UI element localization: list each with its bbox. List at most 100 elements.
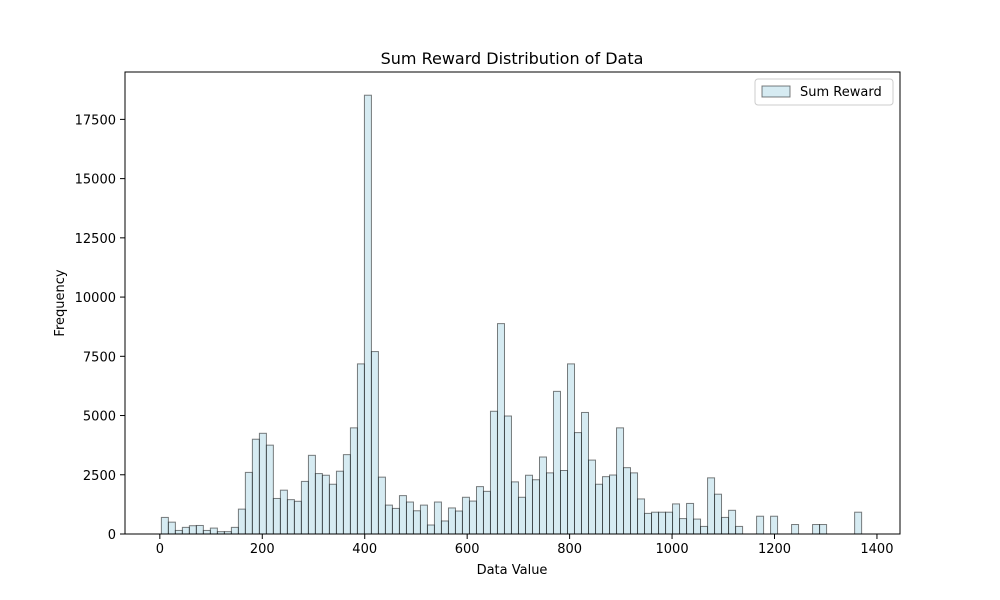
histogram-bar	[791, 524, 800, 535]
histogram-bar	[552, 390, 561, 535]
histogram-bar	[581, 411, 589, 535]
plot-frame	[124, 71, 901, 535]
histogram-bar	[665, 511, 674, 535]
histogram-bar	[510, 481, 519, 535]
histogram-bar	[770, 515, 779, 535]
histogram-bar	[293, 500, 302, 535]
histogram-bar	[321, 474, 330, 535]
histogram-bar	[573, 432, 582, 535]
x-axis-label: Data Value	[477, 563, 548, 578]
histogram-bar	[412, 510, 421, 535]
histogram-bar	[658, 511, 667, 535]
histogram-bar	[538, 456, 547, 535]
histogram-bar	[475, 486, 484, 535]
histogram-bar	[272, 497, 281, 535]
histogram-bar	[531, 479, 540, 535]
histogram-bar	[286, 499, 295, 535]
histogram-bar	[700, 525, 709, 535]
x-tick-label: 1000	[656, 542, 689, 557]
histogram-bar	[209, 527, 218, 535]
histogram-bar	[328, 483, 337, 535]
histogram-bar	[244, 471, 253, 535]
histogram-bar	[637, 498, 646, 535]
histogram-bar	[644, 512, 652, 535]
y-tick-label: 5000	[83, 410, 116, 425]
histogram-bar	[356, 363, 365, 535]
histogram-bar	[482, 490, 491, 535]
histogram-bar	[525, 474, 534, 535]
histogram-bar	[679, 518, 688, 535]
histogram-bar	[721, 516, 730, 535]
histogram-bar	[307, 454, 316, 535]
histogram-bar	[567, 363, 576, 535]
x-tick-label: 600	[455, 542, 480, 557]
legend: Sum Reward	[754, 78, 894, 106]
x-tick-label: 1200	[758, 542, 791, 557]
histogram-bar	[560, 470, 568, 535]
histogram-bar	[188, 525, 197, 535]
histogram-bar	[707, 477, 716, 535]
histogram-bar	[384, 504, 393, 535]
histogram-bar	[160, 516, 169, 535]
histogram-bar	[588, 459, 597, 535]
histogram-bar	[517, 496, 526, 535]
chart-title: Sum Reward Distribution of Data	[381, 49, 644, 68]
histogram-bar	[714, 493, 723, 535]
histogram-bar	[609, 474, 618, 535]
x-tick-label: 0	[156, 542, 164, 557]
histogram-bar	[693, 518, 702, 535]
histogram-bar	[489, 410, 498, 535]
histogram-bar	[595, 483, 604, 535]
x-tick-label: 1400	[860, 542, 893, 557]
histogram-bar	[167, 521, 176, 535]
y-tick-label: 10000	[75, 291, 116, 306]
histogram-bar	[623, 467, 631, 535]
histogram-bar	[440, 520, 449, 535]
histogram-bar	[854, 511, 863, 535]
histogram-bar	[546, 472, 555, 535]
histogram-bar	[230, 526, 239, 535]
histogram-bar	[602, 476, 610, 535]
histogram-bar	[461, 496, 470, 535]
y-tick-label: 0	[108, 528, 116, 543]
histogram-bar	[314, 473, 323, 535]
legend-swatch	[761, 85, 791, 98]
histogram-bar	[335, 470, 344, 535]
histogram-bar	[756, 515, 765, 535]
histogram-bar	[237, 508, 246, 535]
y-tick-label: 2500	[83, 469, 116, 484]
histogram-bar	[447, 507, 456, 535]
y-tick-label: 15000	[75, 173, 116, 188]
histogram-bar	[686, 502, 695, 535]
x-axis-ticks: 0 200 400 600 800 1000 1200 1400	[156, 534, 893, 557]
y-tick-label: 12500	[75, 232, 116, 247]
y-tick-label: 7500	[83, 350, 116, 365]
histogram-bar	[279, 489, 288, 535]
histogram-bar	[426, 524, 435, 535]
histogram-bar	[398, 495, 407, 535]
histogram-bar	[819, 524, 828, 535]
histogram-bar	[370, 351, 379, 535]
histogram-bar	[342, 454, 351, 535]
histogram-bar	[454, 510, 463, 535]
histogram-bar	[503, 415, 512, 535]
histogram-bar	[202, 529, 211, 535]
histogram-bar	[651, 511, 660, 535]
y-axis-ticks: 0 2500 5000 7500 10000 12500 15000 17500	[75, 113, 125, 543]
histogram-bar	[391, 507, 400, 535]
histogram-bar	[433, 501, 442, 535]
histogram-bar	[251, 438, 260, 535]
histogram-bar	[630, 472, 639, 535]
histogram-bar	[258, 432, 267, 535]
legend-label: Sum Reward	[800, 85, 882, 100]
histogram-bar	[363, 94, 372, 535]
histogram-bar	[616, 427, 625, 535]
histogram-bar	[174, 529, 183, 535]
histogram-bar	[300, 480, 309, 535]
x-tick-label: 400	[352, 542, 377, 557]
histogram-bar	[735, 525, 744, 535]
x-tick-label: 200	[250, 542, 275, 557]
histogram-bar	[468, 500, 477, 535]
histogram-bar	[181, 526, 190, 535]
